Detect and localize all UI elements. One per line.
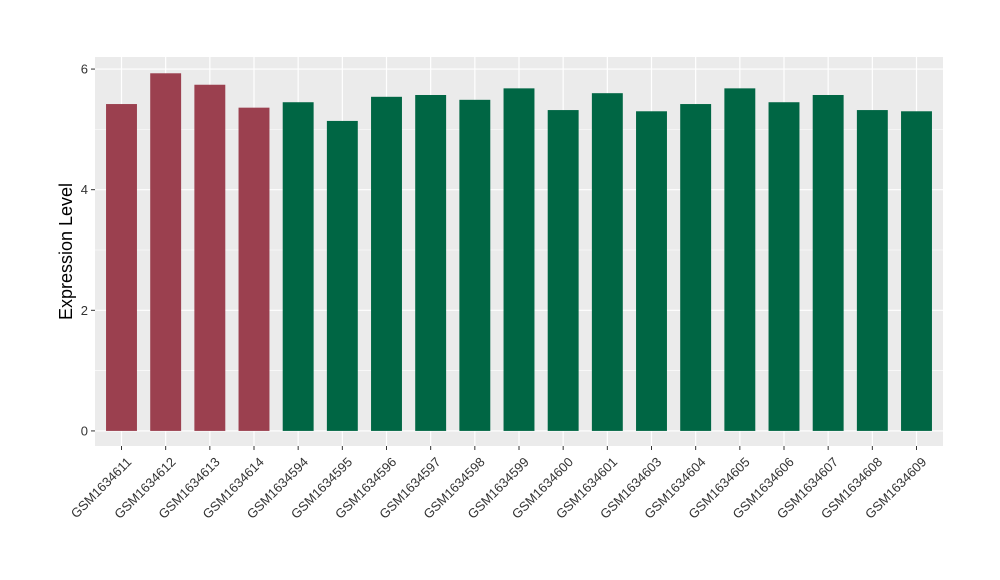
bar-GSM1634599 [503,88,535,431]
y-tick-label: 4 [81,182,88,197]
bar-GSM1634609 [901,111,932,431]
y-axis-title: Expression Level [56,183,76,320]
y-tick-label: 0 [81,423,88,438]
bar-GSM1634612 [150,73,182,431]
bar-GSM1634608 [856,110,888,431]
bars [106,73,932,431]
y-tick-label: 2 [81,303,88,318]
bar-GSM1634598 [459,99,491,431]
bar-GSM1634596 [371,96,402,431]
bar-GSM1634603 [636,111,667,431]
bar-GSM1634597 [415,94,447,431]
bar-GSM1634604 [680,104,712,431]
bar-GSM1634594 [282,102,314,431]
bar-GSM1634606 [768,102,800,431]
bar-GSM1634595 [326,120,358,431]
bar-GSM1634601 [591,93,623,431]
bar-GSM1634611 [106,104,137,431]
bar-GSM1634605 [724,88,756,431]
y-tick-label: 6 [81,62,88,77]
bar-GSM1634607 [812,94,844,431]
bar-GSM1634614 [238,107,270,431]
bar-GSM1634613 [194,84,226,431]
bar-GSM1634600 [547,110,579,431]
